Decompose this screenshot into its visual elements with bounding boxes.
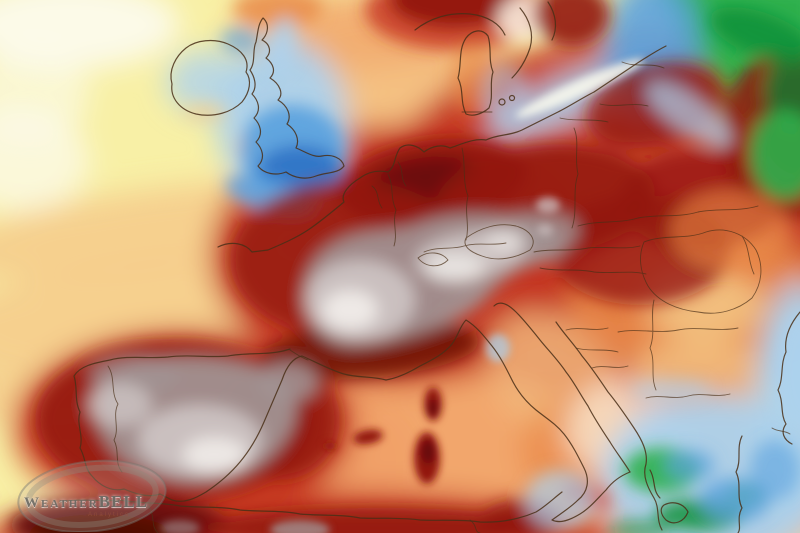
regional-anomaly-layer — [10, 0, 800, 533]
coastline-borders-layer — [59, 1, 800, 533]
island-detail-layer — [160, 58, 645, 533]
country-borders-layer — [107, 61, 791, 533]
